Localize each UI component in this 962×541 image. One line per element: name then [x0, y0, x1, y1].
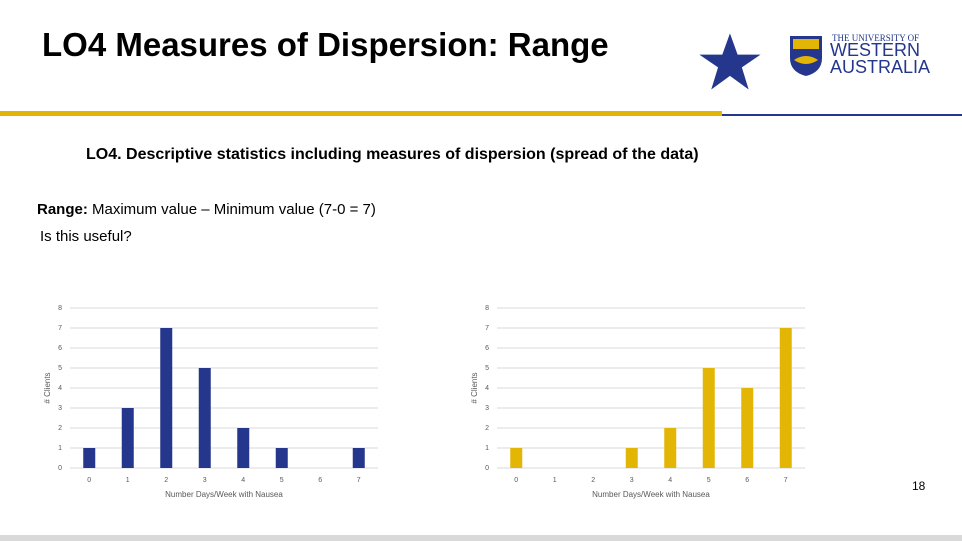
x-axis-label: Number Days/Week with Nausea	[165, 490, 283, 499]
x-tick-label: 3	[203, 477, 207, 484]
bar	[83, 448, 96, 468]
bar	[198, 368, 211, 468]
y-tick-label: 4	[58, 385, 62, 392]
range-text: Maximum value – Minimum value (7-0 = 7)	[87, 201, 376, 218]
bar	[121, 408, 134, 468]
charts: 0 1 2 3 4 5 6 7 8 # Clients Number Days/Week with …	[43, 305, 805, 499]
bar	[352, 448, 365, 468]
y-axis-label: # Clients	[470, 372, 479, 403]
x-tick-label: 2	[591, 477, 595, 484]
y-tick-label: 8	[485, 305, 489, 312]
x-tick-label: 4	[241, 477, 245, 484]
star-icon	[699, 33, 761, 90]
bar	[237, 428, 250, 468]
bar	[741, 388, 754, 468]
x-tick-label: 1	[126, 477, 130, 484]
x-tick-label: 0	[87, 477, 91, 484]
y-tick-label: 1	[485, 445, 489, 452]
logo-line: AUSTRALIA	[830, 57, 931, 77]
bar	[779, 328, 792, 468]
y-tick-label: 3	[58, 405, 62, 412]
page-number: 18	[912, 479, 926, 493]
x-tick-label: 5	[707, 477, 711, 484]
question: Is this useful?	[40, 228, 132, 245]
y-tick-label: 5	[485, 365, 489, 372]
y-tick-label: 8	[58, 305, 62, 312]
x-tick-label: 7	[357, 477, 361, 484]
bar	[625, 448, 638, 468]
blue-rule	[722, 114, 962, 116]
y-tick-label: 2	[485, 425, 489, 432]
y-tick-label: 0	[485, 465, 489, 472]
x-axis-label: Number Days/Week with Nausea	[592, 490, 710, 499]
logo-line: THE UNIVERSITY OF	[832, 33, 920, 43]
x-tick-label: 6	[745, 477, 749, 484]
gold-rule	[0, 111, 722, 116]
x-tick-label: 6	[318, 477, 322, 484]
x-tick-label: 2	[164, 477, 168, 484]
bar	[160, 328, 173, 468]
logo-line: WESTERN	[830, 40, 920, 60]
y-tick-label: 3	[485, 405, 489, 412]
x-tick-label: 0	[514, 477, 518, 484]
subtitle: LO4. Descriptive statistics including me…	[86, 146, 699, 163]
bar	[664, 428, 677, 468]
y-tick-label: 6	[58, 345, 62, 352]
x-tick-label: 7	[784, 477, 788, 484]
slide-title: LO4 Measures of Dispersion: Range	[42, 26, 609, 63]
x-tick-label: 4	[668, 477, 672, 484]
footer-band	[0, 535, 962, 541]
crest-icon	[790, 36, 822, 76]
y-tick-label: 7	[58, 325, 62, 332]
y-tick-label: 1	[58, 445, 62, 452]
y-tick-label: 2	[58, 425, 62, 432]
bar	[510, 448, 523, 468]
x-tick-label: 5	[280, 477, 284, 484]
y-tick-label: 0	[58, 465, 62, 472]
bar	[702, 368, 715, 468]
y-tick-label: 7	[485, 325, 489, 332]
bar	[275, 448, 288, 468]
y-tick-label: 6	[485, 345, 489, 352]
x-tick-label: 3	[630, 477, 634, 484]
y-tick-label: 5	[58, 365, 62, 372]
y-axis-label: # Clients	[43, 372, 52, 403]
range-definition: Range: Maximum value – Minimum value (7-…	[37, 201, 376, 218]
range-term: Range:	[37, 201, 88, 218]
x-tick-label: 1	[553, 477, 557, 484]
y-tick-label: 4	[485, 385, 489, 392]
